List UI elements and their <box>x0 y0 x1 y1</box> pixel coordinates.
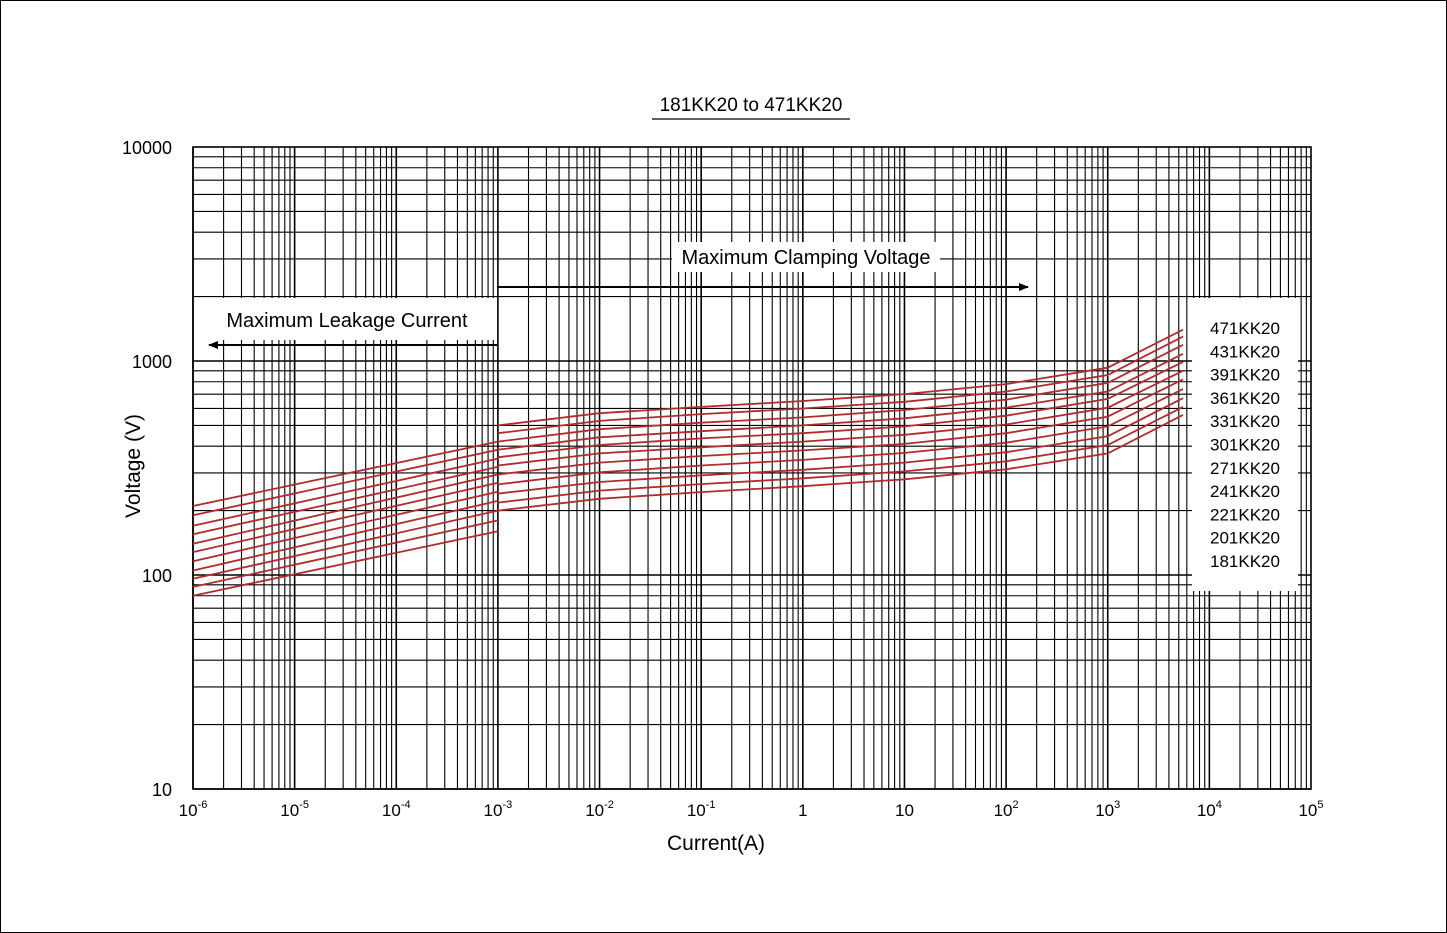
series-line-391KK20-clamping <box>498 345 1183 442</box>
series-line-431KK20-leakage <box>193 450 498 516</box>
x-tick-label: 103 <box>1095 799 1120 820</box>
x-tick-label: 1 <box>798 801 807 820</box>
y-axis-label: Voltage (V) <box>122 414 145 518</box>
x-tick-label: 102 <box>994 799 1019 820</box>
x-axis-label: Current(A) <box>667 832 765 855</box>
series-line-471KK20-leakage <box>193 442 498 506</box>
legend-label-241KK20: 241KK20 <box>1210 482 1280 501</box>
series-line-301KK20-clamping <box>498 371 1183 466</box>
legend-label-201KK20: 201KK20 <box>1210 529 1280 548</box>
legend-label-181KK20: 181KK20 <box>1210 552 1280 571</box>
legend-label-391KK20: 391KK20 <box>1210 366 1280 385</box>
x-tick-label: 10-6 <box>179 799 208 820</box>
y-tick-label: 10 <box>152 780 172 800</box>
series-line-431KK20-clamping <box>498 337 1183 434</box>
legend-label-361KK20: 361KK20 <box>1210 389 1280 408</box>
series-lines <box>193 330 1183 596</box>
legend-label-301KK20: 301KK20 <box>1210 436 1280 455</box>
leakage-annotation: Maximum Leakage Current <box>226 310 468 332</box>
legend-label-331KK20: 331KK20 <box>1210 412 1280 431</box>
series-line-201KK20-leakage <box>193 520 498 587</box>
series-line-221KK20-leakage <box>193 511 498 579</box>
legend-label-271KK20: 271KK20 <box>1210 459 1280 478</box>
x-tick-label: 10-4 <box>382 799 411 820</box>
x-tick-label: 104 <box>1197 799 1222 820</box>
chart-title: 181KK20 to 471KK20 <box>660 95 843 116</box>
legend: 471KK20 431KK20 391KK20 361KK20 331KK20 301KK… <box>1192 298 1298 591</box>
x-tick-labels: 10-6 10-5 10-4 10-3 10-2 10-1 1 10 102 103 104 105 <box>179 799 1324 820</box>
clamping-annotation: Maximum Clamping Voltage <box>682 247 931 269</box>
annotations: Maximum Clamping Voltage Maximum Leakage … <box>194 242 1028 345</box>
series-line-331KK20-clamping <box>498 362 1183 457</box>
legend-label-221KK20: 221KK20 <box>1210 505 1280 524</box>
x-tick-label: 105 <box>1298 799 1323 820</box>
series-line-361KK20-clamping <box>498 354 1183 450</box>
legend-label-471KK20: 471KK20 <box>1210 319 1280 338</box>
x-tick-label: 10-2 <box>585 799 614 820</box>
x-tick-label: 10-3 <box>484 799 513 820</box>
series-line-271KK20-leakage <box>193 492 498 562</box>
series-line-241KK20-leakage <box>193 501 498 571</box>
series-line-391KK20-leakage <box>193 459 498 526</box>
series-line-361KK20-leakage <box>193 467 498 534</box>
series-line-331KK20-leakage <box>193 475 498 544</box>
x-tick-label: 10-5 <box>280 799 309 820</box>
y-tick-label: 100 <box>142 566 172 586</box>
x-tick-label: 10-1 <box>687 799 716 820</box>
legend-label-431KK20: 431KK20 <box>1210 342 1280 361</box>
y-tick-label: 1000 <box>132 352 172 372</box>
series-line-471KK20-clamping <box>498 330 1183 426</box>
x-tick-label: 10 <box>895 801 914 820</box>
y-tick-label: 10000 <box>122 138 172 158</box>
